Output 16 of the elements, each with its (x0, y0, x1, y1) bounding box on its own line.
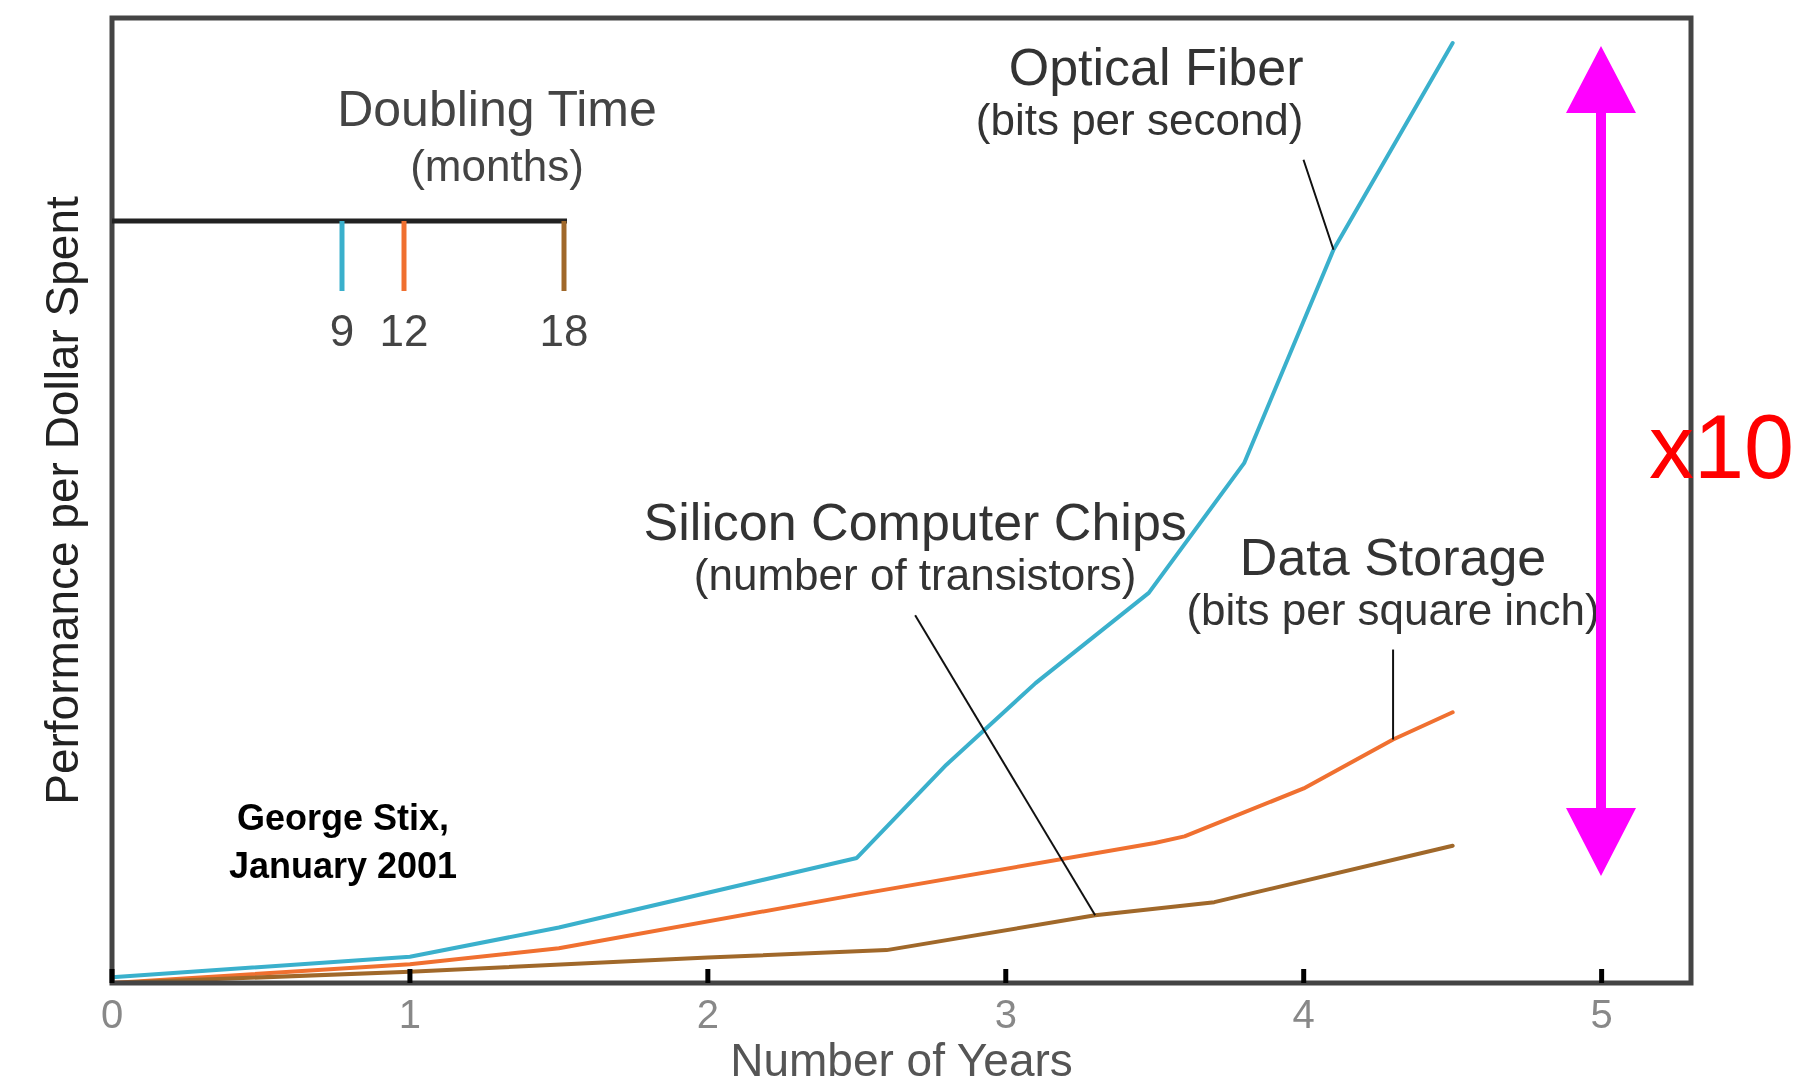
x-tick-label: 5 (1590, 992, 1613, 1036)
x-tick-label: 4 (1292, 992, 1315, 1036)
x-tick-label: 3 (994, 992, 1017, 1036)
legend-title: Doubling Time (months) (337, 81, 657, 190)
legend-label: 9 (329, 306, 355, 355)
annotation: Silicon Computer Chips (number of transistors) (643, 493, 1187, 600)
legend-label: 12 (379, 306, 429, 355)
legend-label: 18 (539, 306, 589, 355)
x-tick-label: 2 (696, 992, 719, 1036)
annotation: Data Storage (bits per square inch) (1186, 527, 1600, 634)
y-axis-title: Performance per Dollar Spent (36, 196, 88, 805)
annotation: Optical Fiber (bits per second) (975, 37, 1304, 144)
x-tick-label: 1 (398, 992, 422, 1036)
x-axis-title: Number of Years (730, 1034, 1073, 1081)
annotation: George Stix, January 2001 (228, 797, 458, 886)
x-tick-label: 0 (100, 992, 124, 1036)
